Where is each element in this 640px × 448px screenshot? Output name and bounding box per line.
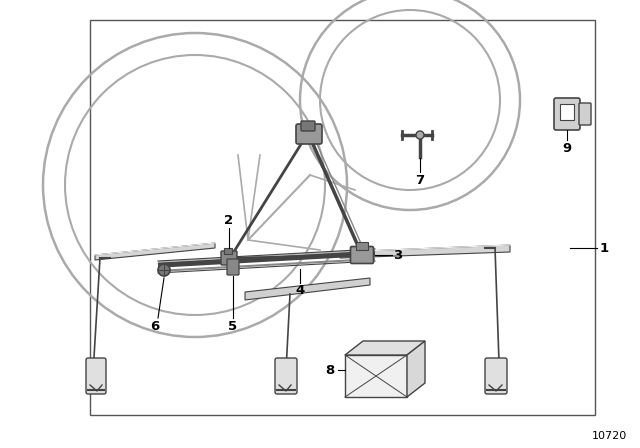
Text: 5: 5 <box>228 319 237 332</box>
Text: 9: 9 <box>563 142 572 155</box>
Polygon shape <box>345 341 425 355</box>
Bar <box>224 248 232 254</box>
FancyBboxPatch shape <box>579 103 591 125</box>
FancyBboxPatch shape <box>275 358 297 394</box>
FancyBboxPatch shape <box>86 358 106 394</box>
Text: 10720: 10720 <box>592 431 627 441</box>
Polygon shape <box>245 278 370 300</box>
Polygon shape <box>340 245 510 258</box>
Text: 3: 3 <box>394 249 403 262</box>
Polygon shape <box>95 243 215 260</box>
Text: 4: 4 <box>296 284 305 297</box>
Bar <box>356 242 368 250</box>
Text: 1: 1 <box>600 241 609 254</box>
Circle shape <box>158 264 170 276</box>
FancyBboxPatch shape <box>485 358 507 394</box>
Circle shape <box>416 131 424 139</box>
Bar <box>560 104 574 120</box>
FancyBboxPatch shape <box>296 124 322 144</box>
Bar <box>90 20 595 415</box>
Text: 7: 7 <box>415 173 424 186</box>
Text: 8: 8 <box>325 363 335 376</box>
Text: 6: 6 <box>150 319 159 332</box>
FancyBboxPatch shape <box>554 98 580 130</box>
Polygon shape <box>407 341 425 397</box>
FancyBboxPatch shape <box>351 246 374 263</box>
FancyBboxPatch shape <box>301 121 315 131</box>
FancyBboxPatch shape <box>221 251 237 265</box>
FancyBboxPatch shape <box>227 259 239 275</box>
Bar <box>345 355 407 397</box>
Text: 2: 2 <box>225 214 234 227</box>
